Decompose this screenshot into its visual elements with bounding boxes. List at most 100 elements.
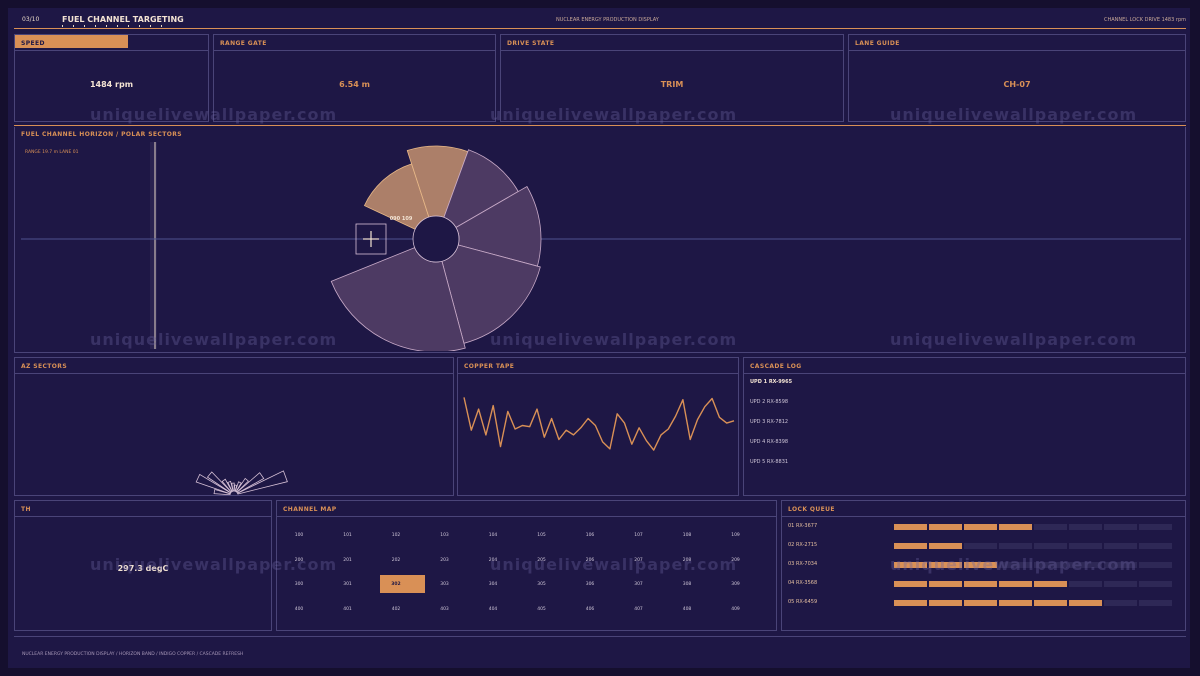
lock-segment [894, 543, 927, 549]
highlight-cell[interactable] [380, 575, 425, 593]
az-sectors-panel: AZ SECTORS [14, 357, 454, 496]
sector-hub [412, 215, 460, 263]
stat-value: 6.54 m [339, 80, 370, 89]
channel-cell-106[interactable]: 106 [585, 533, 595, 538]
channel-cell-309[interactable]: 309 [731, 582, 740, 587]
channel-cell-207[interactable]: 207 [634, 557, 643, 563]
copper-tape-line [463, 397, 735, 451]
channel-cell-407[interactable]: 407 [634, 606, 643, 612]
channel-cell-103[interactable]: 103 [440, 533, 449, 538]
lock-segment [894, 524, 927, 530]
channel-cell-202[interactable]: 202 [391, 557, 401, 563]
channel-cell-101[interactable]: 101 [343, 533, 352, 538]
log-row: UPD 1 RX-9965 [750, 379, 793, 385]
lock-segment [964, 600, 997, 606]
az-sector-3 [206, 471, 232, 494]
lock-segment [1139, 600, 1172, 606]
range-text: RANGE 19.7 m LANE 01 [25, 150, 79, 155]
channel-cell-303[interactable]: 303 [440, 582, 449, 587]
speed-bar [15, 35, 128, 48]
horizon-panel: FUEL CHANNEL HORIZON / POLAR SECTORS RAN… [14, 127, 1186, 353]
footer-text: NUCLEAR ENERGY PRODUCTION DISPLAY / HORI… [22, 652, 244, 657]
lock-segment [1104, 543, 1137, 549]
channel-cell-209[interactable]: 209 [731, 557, 740, 563]
channel-cell-406[interactable]: 406 [585, 606, 595, 612]
cascade-log-panel: CASCADE LOG UPD 1 RX-9965 UPD 2 RX-8598 … [743, 357, 1186, 496]
channel-cell-403[interactable]: 403 [440, 606, 449, 612]
top-bar: 03/10 FUEL CHANNEL TARGETING NUCLEAR ENE… [14, 8, 1186, 30]
lock-segment [929, 581, 962, 587]
lock-segment [999, 524, 1032, 530]
lock-segment [1069, 600, 1102, 606]
target-reticle[interactable] [355, 223, 387, 255]
channel-cell-400[interactable]: 400 [294, 606, 304, 612]
panel-title: COPPER TAPE [464, 363, 515, 370]
stat-lane-guide: LANE GUIDE CH-07 [848, 34, 1186, 122]
channel-cell-304[interactable]: 304 [488, 582, 498, 587]
channel-cell-200[interactable]: 200 [294, 557, 304, 563]
channel-cell-205[interactable]: 205 [537, 557, 546, 563]
stat-label: SPEED [21, 40, 45, 47]
channel-cell-102[interactable]: 102 [391, 533, 401, 538]
channel-cell-404[interactable]: 404 [488, 606, 498, 612]
footer-divider [14, 636, 1186, 637]
lock-segment [929, 524, 962, 530]
lock-segment [1139, 543, 1172, 549]
channel-cell-408[interactable]: 408 [682, 606, 692, 612]
channel-cell-206[interactable]: 206 [585, 557, 595, 563]
channel-cell-402[interactable]: 402 [391, 606, 401, 612]
stat-label: DRIVE STATE [507, 40, 555, 47]
lock-segment [929, 600, 962, 606]
watermark: uniquelivewallpaper.com [890, 330, 1138, 349]
stat-drive-state: DRIVE STATE TRIM [500, 34, 844, 122]
channel-cell-306[interactable]: 306 [585, 582, 595, 587]
range-rail [150, 142, 157, 349]
channel-cell-405[interactable]: 405 [537, 606, 546, 612]
stat-value: CH-07 [1003, 80, 1031, 89]
panel-title: AZ SECTORS [21, 363, 68, 370]
channel-cell-204[interactable]: 204 [488, 557, 498, 563]
channel-cell-307[interactable]: 307 [634, 582, 643, 587]
channel-cell-301[interactable]: 301 [343, 582, 352, 587]
lock-segment [1139, 524, 1172, 530]
lock-segment [1104, 600, 1137, 606]
channel-cell-305[interactable]: 305 [537, 582, 546, 587]
stat-label: RANGE GATE [220, 40, 267, 47]
channel-cell-109[interactable]: 109 [731, 533, 740, 538]
channel-cell-308[interactable]: 308 [682, 582, 692, 587]
lock-segment [964, 543, 997, 549]
watermark: uniquelivewallpaper.com [90, 555, 338, 574]
channel-cell-201[interactable]: 201 [343, 557, 352, 563]
az-sector-2 [195, 473, 232, 495]
az-sector-4 [221, 478, 233, 493]
channel-cell-100[interactable]: 100 [294, 533, 304, 538]
lock-segment [1069, 524, 1102, 530]
title-tick-marks [62, 25, 164, 27]
lock-row-label: 02 RX-2715 [788, 542, 818, 548]
lock-row-label: 04 RX-3568 [788, 580, 818, 586]
channel-cell-208[interactable]: 208 [682, 557, 692, 563]
lock-segment [1104, 524, 1137, 530]
watermark: uniquelivewallpaper.com [490, 105, 738, 124]
channel-cell-105[interactable]: 105 [537, 533, 546, 538]
channel-cell-203[interactable]: 203 [440, 557, 449, 563]
channel-cell-108[interactable]: 108 [682, 533, 692, 538]
lock-segment [1069, 581, 1102, 587]
channel-cell-409[interactable]: 409 [731, 606, 740, 612]
az-sector-7 [233, 484, 238, 492]
az-sector-8 [234, 481, 242, 493]
lock-segment [894, 581, 927, 587]
lock-segment [1069, 543, 1102, 549]
channel-cell-107[interactable]: 107 [634, 533, 643, 538]
lock-segment [999, 562, 1032, 568]
watermark: uniquelivewallpaper.com [490, 555, 738, 574]
channel-cell-300[interactable]: 300 [294, 582, 304, 587]
lock-row-label: 01 RX-3677 [788, 523, 818, 529]
stat-speed: SPEED 1484 rpm [14, 34, 209, 122]
channel-cell-302[interactable]: 302 [391, 582, 401, 587]
lock-segment [1104, 581, 1137, 587]
channel-cell-401[interactable]: 401 [343, 606, 352, 612]
lock-segment [1034, 543, 1067, 549]
channel-cell-104[interactable]: 104 [488, 533, 498, 538]
panel-title: CASCADE LOG [750, 363, 802, 370]
